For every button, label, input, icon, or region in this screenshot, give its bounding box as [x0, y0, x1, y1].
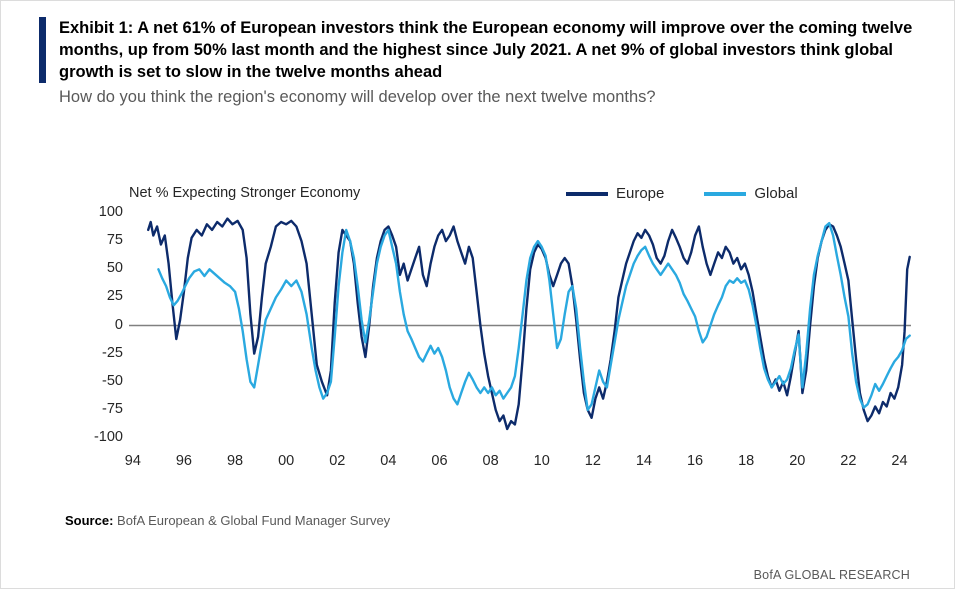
legend-label-global: Global: [754, 185, 798, 202]
x-tick-label: 18: [738, 453, 755, 469]
x-tick-label: 06: [431, 453, 448, 469]
chart-title: Net % Expecting Stronger Economy: [129, 185, 361, 201]
x-tick-label: 08: [482, 453, 499, 469]
global-series-line: [157, 221, 911, 412]
source-text: BofA European & Global Fund Manager Surv…: [113, 513, 391, 528]
y-tick-label: -25: [102, 344, 123, 361]
y-tick-label: -75: [102, 400, 123, 417]
y-axis: 100 75 50 25 0 -25 -50 -75 -100: [77, 204, 123, 447]
exhibit-title: Exhibit 1: A net 61% of European investo…: [59, 19, 913, 82]
legend-label-europe: Europe: [616, 185, 665, 202]
europe-series-line: [147, 217, 911, 431]
legend-entry-global: Global: [704, 185, 798, 202]
y-tick-label: -100: [93, 429, 123, 445]
y-tick-label: 75: [106, 232, 123, 249]
y-tick-label: 25: [106, 288, 123, 305]
x-tick-label: 02: [329, 453, 346, 469]
y-tick-label: 100: [98, 204, 123, 220]
x-tick-label: 24: [891, 453, 908, 469]
x-tick-label: 00: [278, 453, 295, 469]
global-line-swatch: [704, 191, 747, 196]
x-tick-label: 98: [226, 453, 244, 469]
chart-legend: Europe Global: [566, 185, 798, 202]
x-tick-label: 10: [533, 453, 550, 469]
y-tick-label: 50: [106, 260, 123, 277]
survey-question: How do you think the region's economy wi…: [59, 88, 656, 107]
y-tick-label: 0: [114, 316, 123, 333]
exhibit-title-block: Exhibit 1: A net 61% of European investo…: [39, 17, 925, 84]
source-note: Source: BofA European & Global Fund Mana…: [65, 513, 390, 528]
x-tick-label: 14: [635, 453, 652, 469]
exhibit-header: Exhibit 1: A net 61% of European investo…: [39, 17, 925, 109]
x-tick-label: 94: [124, 453, 141, 469]
y-tick-label: -50: [102, 372, 123, 389]
source-label: Source:: [65, 513, 114, 528]
x-tick-label: 22: [840, 453, 857, 469]
x-tick-label: 16: [686, 453, 704, 469]
x-tick-label: 12: [584, 453, 601, 469]
x-tick-label: 04: [380, 453, 397, 469]
plot-svg: [129, 217, 911, 431]
x-tick-label: 96: [175, 453, 192, 469]
legend-entry-europe: Europe: [566, 185, 664, 202]
x-tick-label: 20: [789, 453, 806, 469]
research-brand: BofA GLOBAL RESEARCH: [753, 568, 910, 582]
europe-line-swatch: [566, 191, 608, 196]
x-axis: 94 96 98 00 02 04 06 08 10 12 14 16 18 20 22 24: [125, 453, 911, 473]
